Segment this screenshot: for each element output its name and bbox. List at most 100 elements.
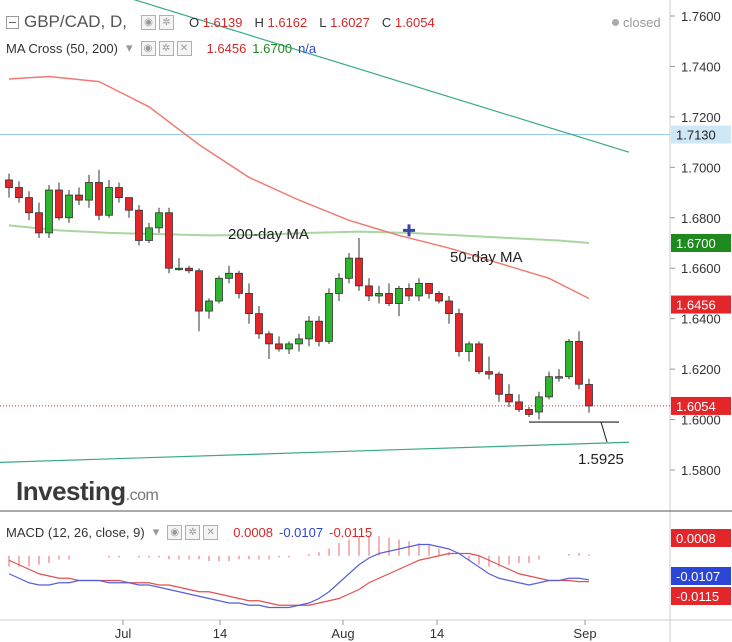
bear-candle (435, 293, 443, 302)
symbol-header: GBP/CAD, D, ◉ ✲ O 1.6139 H 1.6162 L 1.60… (6, 12, 435, 32)
open-label: O (188, 14, 200, 30)
high-value: 1.6162 (267, 14, 308, 30)
close-value: 1.6054 (394, 14, 435, 30)
bull-candle (215, 277, 223, 302)
price-tick-label: 1.7200 (681, 110, 721, 125)
macd-signal-tag-bg (671, 587, 731, 605)
price-tick-label: 1.6800 (681, 211, 721, 226)
ma200-price-tag-bg (671, 234, 731, 252)
bear-candle (505, 393, 513, 403)
bear-candle (405, 287, 413, 297)
ma200-line (8, 224, 590, 244)
bear-candle (75, 194, 83, 201)
bear-candle (385, 293, 393, 304)
macd-line (8, 543, 590, 609)
time-tick-label: Aug (331, 626, 354, 641)
bull-candle (305, 320, 313, 340)
eye-icon[interactable]: ◉ (140, 40, 156, 56)
bear-candle (135, 209, 143, 241)
high-label: H (254, 14, 264, 30)
macd-line-tag-bg (671, 567, 731, 585)
bear-candle (125, 197, 133, 211)
macd-hist-tag-bg (671, 529, 731, 547)
eye-icon[interactable]: ◉ (167, 524, 183, 540)
low-label: L (319, 14, 327, 30)
macd-signal-header-value: -0.0115 (329, 524, 373, 540)
bear-candle (235, 272, 243, 294)
gear-icon[interactable]: ✲ (158, 14, 174, 30)
bull-candle (565, 340, 573, 378)
ma50-price-tag: 1.6456 (676, 298, 716, 313)
bear-candle (25, 197, 33, 214)
logo-suffix: .com (125, 487, 159, 504)
bull-candle (555, 376, 563, 379)
resistance-price-tag-bg (671, 125, 731, 144)
bull-candle (225, 272, 233, 279)
bull-candle (45, 189, 53, 234)
macd-line-tag: -0.0107 (676, 569, 720, 584)
support-label: 1.5925 (578, 451, 624, 468)
investing-logo: Investing.com (16, 476, 159, 507)
eye-icon[interactable]: ◉ (140, 14, 156, 30)
bear-candle (185, 267, 193, 272)
ma50-line (8, 75, 590, 300)
bull-candle (545, 376, 553, 398)
market-status-text: closed (623, 15, 661, 30)
bear-candle (575, 340, 583, 385)
ma50-header-value: 1.6456 (206, 40, 247, 56)
price-tick-label: 1.6000 (681, 413, 721, 428)
ma-cross-label: MA Cross (50, 200) (6, 40, 118, 56)
time-tick-label: Jul (115, 626, 132, 641)
macd-signal-tag: -0.0115 (676, 589, 719, 604)
last-price-tag: 1.6054 (676, 399, 716, 414)
bear-candle (495, 373, 503, 395)
close-label: C (381, 14, 392, 30)
bear-candle (265, 333, 273, 345)
close-icon[interactable]: ✕ (176, 40, 192, 56)
close-icon[interactable]: ✕ (203, 524, 219, 540)
bear-candle (275, 343, 283, 350)
bear-candle (585, 384, 593, 407)
symbol-label: GBP/CAD, D, (24, 12, 127, 31)
golden-cross-marker (403, 224, 415, 237)
chevron-down-icon[interactable]: ▾ (126, 40, 133, 55)
macd-hist-header-value: 0.0008 (233, 524, 274, 540)
ma200-price-tag: 1.6700 (676, 236, 716, 251)
bear-candle (425, 282, 433, 294)
bear-candle (475, 343, 483, 373)
bull-candle (205, 300, 213, 312)
chevron-down-icon[interactable]: ▾ (152, 524, 160, 539)
resistance-price-tag: 1.7130 (676, 128, 716, 143)
bear-candle (315, 320, 323, 342)
gear-icon[interactable]: ✲ (185, 524, 201, 540)
ma200-label: 200-day MA (228, 226, 309, 243)
bear-candle (15, 187, 23, 198)
macd-hist-tag: 0.0008 (676, 531, 716, 546)
ma-cross-header: MA Cross (50, 200) ▾ ◉ ✲ ✕ 1.6456 1.6700… (6, 40, 316, 56)
bear-candle (255, 313, 263, 335)
bear-candle (55, 189, 63, 219)
macd-label: MACD (12, 26, close, 9) (6, 524, 145, 540)
bear-candle (35, 212, 43, 234)
ma-cross-header-value: n/a (298, 40, 317, 56)
ma50-label: 50-day MA (450, 249, 523, 266)
price-tick-label: 1.6400 (681, 312, 721, 327)
bull-candle (465, 343, 473, 352)
bull-candle (335, 277, 343, 294)
support-pointer (600, 421, 608, 443)
price-tick-label: 1.7000 (681, 160, 721, 175)
bull-candle (395, 287, 403, 304)
bear-candle (525, 409, 533, 415)
price-tick-label: 1.6600 (681, 261, 721, 276)
price-tick-label: 1.5800 (681, 463, 721, 478)
bull-candle (65, 194, 73, 219)
open-value: 1.6139 (202, 14, 243, 30)
bear-candle (5, 179, 13, 188)
bear-candle (365, 285, 373, 297)
logo-main: Investing (16, 476, 126, 506)
macd-header: MACD (12, 26, close, 9) ▾ ◉ ✲ ✕ 0.0008 -… (6, 524, 372, 540)
gear-icon[interactable]: ✲ (158, 40, 174, 56)
collapse-icon[interactable] (6, 15, 19, 29)
ma200-header-value: 1.6700 (252, 40, 293, 56)
